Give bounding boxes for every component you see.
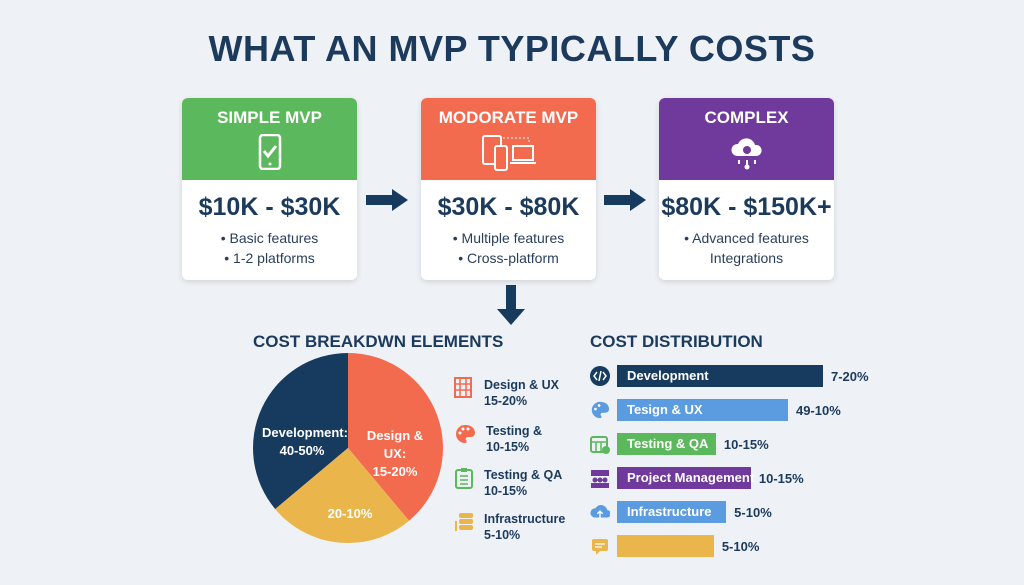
bar bbox=[617, 535, 714, 557]
bar: Development bbox=[617, 365, 823, 387]
breakdown-heading: COST BREAKDWN ELEMENTS bbox=[253, 332, 504, 351]
bar-value: 7-20% bbox=[831, 368, 869, 384]
tier-card-complex: COMPLEX $80K - $150K+ • Advanced feature… bbox=[659, 98, 834, 280]
cloud-upload-icon bbox=[590, 502, 610, 522]
pie-label: Development: bbox=[262, 425, 348, 440]
bar: Project Management bbox=[617, 467, 755, 489]
tier-bullet: • Advanced features bbox=[684, 230, 809, 246]
clipboard-icon bbox=[455, 468, 473, 489]
tier-name: SIMPLE MVP bbox=[217, 108, 322, 127]
arrow-down-icon bbox=[497, 285, 525, 325]
legend-value: 15-20% bbox=[484, 394, 528, 408]
legend-item: Design & UX 15-20% bbox=[454, 377, 559, 409]
grid-icon bbox=[454, 377, 472, 398]
tier-card-moderate: MODORATE MVP $30K - $80K • Multiple feat… bbox=[421, 98, 596, 280]
code-icon bbox=[590, 366, 610, 386]
legend-value: 5-10% bbox=[484, 528, 521, 542]
bar: Tesign & UX bbox=[617, 399, 788, 421]
tier-header: SIMPLE MVP bbox=[182, 98, 357, 180]
legend-item: Infrastructure 5-10% bbox=[454, 511, 565, 543]
bar-value: 5-10% bbox=[721, 538, 760, 554]
bar-value: 5-10% bbox=[734, 504, 772, 520]
pie-value: 15-20% bbox=[372, 464, 418, 479]
bar-row: Development 7-20% bbox=[590, 365, 869, 387]
bar-label: Development bbox=[627, 368, 709, 383]
multi-device-icon bbox=[481, 135, 536, 171]
palette-icon bbox=[590, 400, 610, 420]
tier-bullet: • 1-2 platforms bbox=[224, 250, 315, 266]
arrow-right-icon bbox=[604, 189, 646, 211]
database-icon bbox=[455, 513, 473, 531]
pie-slice-other bbox=[275, 448, 410, 543]
legend-value: 10-15% bbox=[484, 484, 528, 498]
tier-bullet: Integrations bbox=[709, 250, 784, 266]
bar-row: Infrastructure 5-10% bbox=[590, 501, 772, 523]
tier-header: MODORATE MVP bbox=[421, 98, 596, 180]
legend-label: Testing & bbox=[486, 424, 543, 438]
bar-label: Infrastructure bbox=[627, 504, 712, 519]
distribution-heading: COST DISTRIBUTION bbox=[590, 332, 763, 351]
legend-label: Infrastructure bbox=[484, 512, 566, 526]
tier-bullet: • Basic features bbox=[220, 230, 319, 246]
chat-icon bbox=[590, 536, 610, 556]
bar-row: 5-10% bbox=[590, 535, 759, 557]
bar-value: 49-10% bbox=[795, 402, 841, 418]
pie-slice-design bbox=[348, 353, 443, 521]
arrow-right-icon bbox=[366, 189, 408, 211]
bar: Testing & QA bbox=[617, 433, 716, 455]
pie-value: 20-10% bbox=[327, 506, 373, 521]
tier-card-simple: SIMPLE MVP $10K - $30K • Basic features •… bbox=[182, 98, 357, 280]
bar-value: 10-15% bbox=[758, 470, 804, 486]
page-title: WHAT AN MVP TYPICALLY COSTS bbox=[208, 28, 816, 69]
legend-item: Testing & 10-15% bbox=[454, 423, 542, 455]
legend-item: Testing & QA 10-15% bbox=[454, 467, 562, 499]
bar-value: 10-15% bbox=[723, 436, 769, 452]
tier-price: $10K - $30K bbox=[198, 193, 341, 221]
legend-value: 10-15% bbox=[486, 440, 530, 454]
pie-label: Design & UX: bbox=[366, 428, 424, 461]
tier-name: MODORATE MVP bbox=[438, 108, 579, 127]
pie-slice-development bbox=[252, 353, 348, 510]
tier-name: COMPLEX bbox=[704, 108, 789, 127]
tier-price: $80K - $150K+ bbox=[661, 193, 832, 221]
bar-label: Project Management bbox=[627, 470, 755, 485]
tier-price: $30K - $80K bbox=[437, 193, 580, 221]
legend-label: Testing & QA bbox=[484, 468, 563, 482]
tier-bullet: • Cross-platform bbox=[458, 250, 559, 266]
bar-row: Testing & QA 10-15% bbox=[590, 433, 769, 455]
bar-row: Tesign & UX 49-10% bbox=[590, 399, 841, 421]
pie-value: 40-50% bbox=[279, 443, 325, 458]
bar-label: Testing & QA bbox=[627, 436, 709, 451]
cloud-gear-icon bbox=[730, 138, 762, 170]
bar: Infrastructure bbox=[617, 501, 727, 523]
team-icon bbox=[590, 468, 610, 488]
palette-icon bbox=[456, 425, 475, 443]
smartphone-check-icon bbox=[258, 133, 281, 171]
tier-header: COMPLEX bbox=[659, 98, 834, 180]
calendar-icon bbox=[590, 434, 610, 454]
legend-label: Design & UX bbox=[484, 378, 560, 392]
pie-chart bbox=[252, 353, 443, 543]
tier-bullet: • Multiple features bbox=[452, 230, 565, 246]
bar-label: Tesign & UX bbox=[627, 402, 703, 417]
bar-row: Project Management 10-15% bbox=[590, 467, 804, 489]
